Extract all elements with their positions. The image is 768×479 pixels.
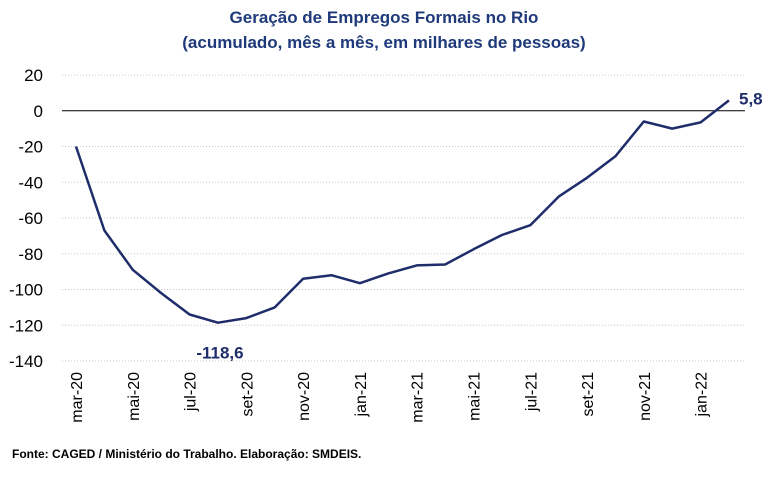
x-tick-label: jul-21 <box>523 372 540 412</box>
x-tick-label: jul-20 <box>183 372 200 412</box>
x-tick-label: jan-22 <box>694 372 711 418</box>
y-tick-label: -40 <box>18 173 43 192</box>
chart-title: Geração de Empregos Formais no Rio <box>229 8 539 27</box>
chart-subtitle: (acumulado, mês a mês, em milhares de pe… <box>182 33 586 52</box>
annotations: -118,6 5,8 <box>196 89 762 362</box>
x-tick-label: set-21 <box>580 372 597 417</box>
x-axis: mar-20 mai-20 jul-20 set-20 nov-20 jan-21 mar-… <box>69 372 711 423</box>
y-tick-label: -120 <box>9 316 43 335</box>
y-tick-label: -100 <box>9 281 43 300</box>
x-tick-label: mar-21 <box>410 372 427 423</box>
x-tick-label: nov-21 <box>637 372 654 421</box>
x-tick-label: mai-20 <box>126 372 143 421</box>
y-tick-label: -140 <box>9 352 43 371</box>
data-label: -118,6 <box>196 344 243 363</box>
x-tick-label: set-20 <box>239 372 256 417</box>
series-line <box>74 99 730 324</box>
data-label: 5,8 <box>739 89 763 108</box>
x-tick-label: mai-21 <box>466 372 483 421</box>
y-axis: 20 0 -20 -40 -60 -80 -100 -120 -140 <box>9 66 43 371</box>
source-note: Fonte: CAGED / Ministério do Trabalho. E… <box>12 447 362 461</box>
y-tick-label: 0 <box>34 102 43 121</box>
y-tick-label: -80 <box>18 245 43 264</box>
x-tick-label: mar-20 <box>69 372 86 423</box>
y-tick-label: -60 <box>18 209 43 228</box>
y-tick-label: -20 <box>18 138 43 157</box>
x-tick-label: nov-20 <box>296 372 313 421</box>
series-lines <box>74 99 730 324</box>
gridlines <box>62 74 745 362</box>
y-tick-label: 20 <box>24 66 43 85</box>
x-tick-label: jan-21 <box>353 372 370 418</box>
